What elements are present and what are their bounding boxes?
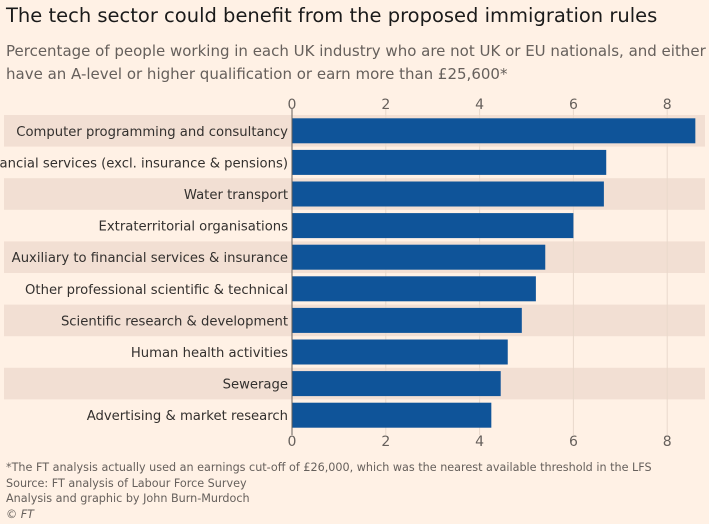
x-tick-label-top: 2 — [381, 97, 390, 113]
bar — [292, 307, 522, 333]
bar — [292, 371, 501, 397]
bar — [292, 244, 546, 270]
category-label: Extraterritorial organisations — [99, 220, 289, 235]
bar-chart: 0 0 2 2 4 4 6 6 8 8 Computer programming and consu… — [0, 97, 705, 450]
category-label: Advertising & market research — [87, 409, 288, 424]
x-tick-label-bottom: 2 — [381, 434, 390, 450]
x-tick-label-bottom: 4 — [475, 434, 484, 450]
x-tick-label-top: 4 — [475, 97, 484, 113]
footer: *The FT analysis actually used an earnin… — [6, 460, 652, 522]
bar — [292, 149, 607, 175]
credit-note: Analysis and graphic by John Burn-Murdoc… — [6, 492, 250, 505]
category-label: Financial services (excl. insurance & pe… — [0, 156, 288, 171]
x-tick-label-bottom: 0 — [288, 434, 297, 450]
bar — [292, 276, 536, 302]
category-label: Scientific research & development — [61, 314, 288, 329]
x-tick-label-top: 6 — [569, 97, 578, 113]
category-label: Other professional scientific & technica… — [25, 283, 288, 298]
bar — [292, 118, 696, 144]
category-label: Water transport — [184, 188, 288, 203]
category-label: Sewerage — [223, 378, 288, 393]
x-tick-label-top: 8 — [663, 97, 672, 113]
x-tick-label-bottom: 6 — [569, 434, 578, 450]
bar — [292, 402, 492, 428]
category-label: Computer programming and consultancy — [16, 125, 288, 140]
bar — [292, 181, 604, 207]
category-label: Human health activities — [131, 346, 288, 361]
bar — [292, 339, 508, 365]
x-tick-label-bottom: 8 — [663, 434, 672, 450]
category-label: Auxiliary to financial services & insura… — [12, 251, 288, 266]
source-note: Source: FT analysis of Labour Force Surv… — [6, 476, 247, 490]
x-tick-label-top: 0 — [288, 97, 297, 113]
chart-title: The tech sector could benefit from the p… — [6, 4, 658, 27]
footnote: *The FT analysis actually used an earnin… — [6, 461, 652, 474]
bar — [292, 213, 574, 239]
copyright: © FT — [6, 507, 35, 521]
chart-subtitle: Percentage of people working in each UK … — [6, 42, 706, 83]
